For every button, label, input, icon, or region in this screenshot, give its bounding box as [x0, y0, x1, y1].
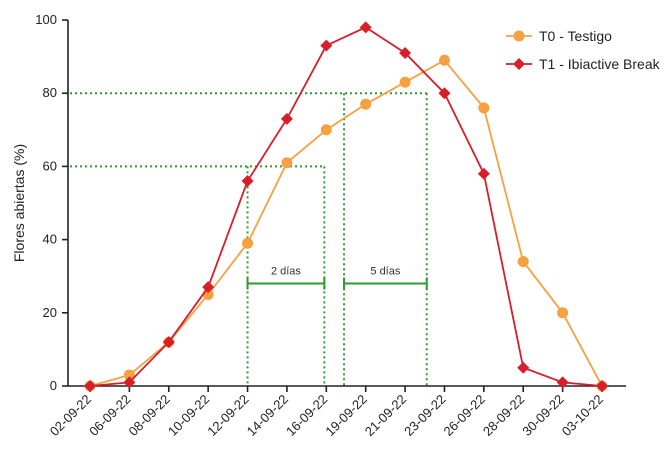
y-tick-label: 40	[43, 232, 57, 247]
interval-label: 5 días	[370, 266, 400, 278]
x-tick-label: 10-09-22	[165, 392, 212, 439]
data-point	[596, 380, 608, 392]
data-point	[320, 39, 333, 52]
series-line	[89, 26, 603, 387]
x-tick-label: 03-10-22	[559, 392, 606, 439]
data-point	[556, 376, 569, 389]
y-tick-label: 20	[43, 305, 57, 320]
annotations: 2 días 5 días	[246, 266, 428, 290]
series-1	[84, 21, 608, 392]
data-point	[242, 237, 254, 249]
data-point	[123, 369, 135, 381]
data-point	[280, 112, 293, 125]
data-point	[84, 380, 96, 392]
data-point	[399, 46, 412, 59]
data-point	[281, 157, 293, 169]
data-point	[438, 87, 451, 100]
legend-label: T0 - Testigo	[539, 28, 612, 44]
reference-lines	[70, 92, 428, 386]
data-point	[399, 76, 411, 88]
y-tick-label: 60	[43, 158, 57, 173]
data-point	[517, 361, 530, 374]
x-tick-label: 23-09-22	[401, 392, 448, 439]
x-tick-label: 08-09-22	[125, 392, 172, 439]
x-tick-label: 16-09-22	[283, 392, 330, 439]
data-point	[360, 98, 372, 110]
x-tick-label: 30-09-22	[519, 392, 566, 439]
data-point	[162, 336, 175, 349]
data-point	[123, 376, 136, 389]
data-point	[513, 58, 525, 70]
data-point	[438, 54, 450, 66]
data-point	[478, 102, 490, 114]
x-tick-label: 06-09-22	[86, 392, 133, 439]
data-point	[202, 281, 215, 294]
x-tick-label: 12-09-22	[204, 392, 251, 439]
data-point	[513, 30, 525, 42]
series	[84, 21, 608, 392]
y-axis-title: Flores abiertas (%)	[11, 144, 27, 262]
y-tick-label: 80	[43, 85, 57, 100]
data-point	[359, 21, 372, 34]
legend-label: T1 - Ibiactive Break	[539, 56, 661, 72]
data-point	[477, 167, 490, 180]
data-point	[241, 175, 254, 188]
x-tick-label: 28-09-22	[480, 392, 527, 439]
data-point	[517, 256, 529, 268]
legend: T0 - Testigo T1 - Ibiactive Break	[506, 28, 661, 72]
y-tick-label: 100	[35, 12, 57, 27]
x-tick-label: 21-09-22	[362, 392, 409, 439]
data-point	[320, 124, 332, 136]
x-tick-label: 14-09-22	[244, 392, 291, 439]
y-tick-label: 0	[50, 378, 57, 393]
series-0	[84, 54, 608, 392]
data-point	[557, 307, 569, 319]
interval-label: 2 días	[271, 266, 301, 278]
x-tick-label: 26-09-22	[441, 392, 488, 439]
x-tick-label: 19-09-22	[322, 392, 369, 439]
x-tick-label: 02-09-22	[47, 392, 94, 439]
